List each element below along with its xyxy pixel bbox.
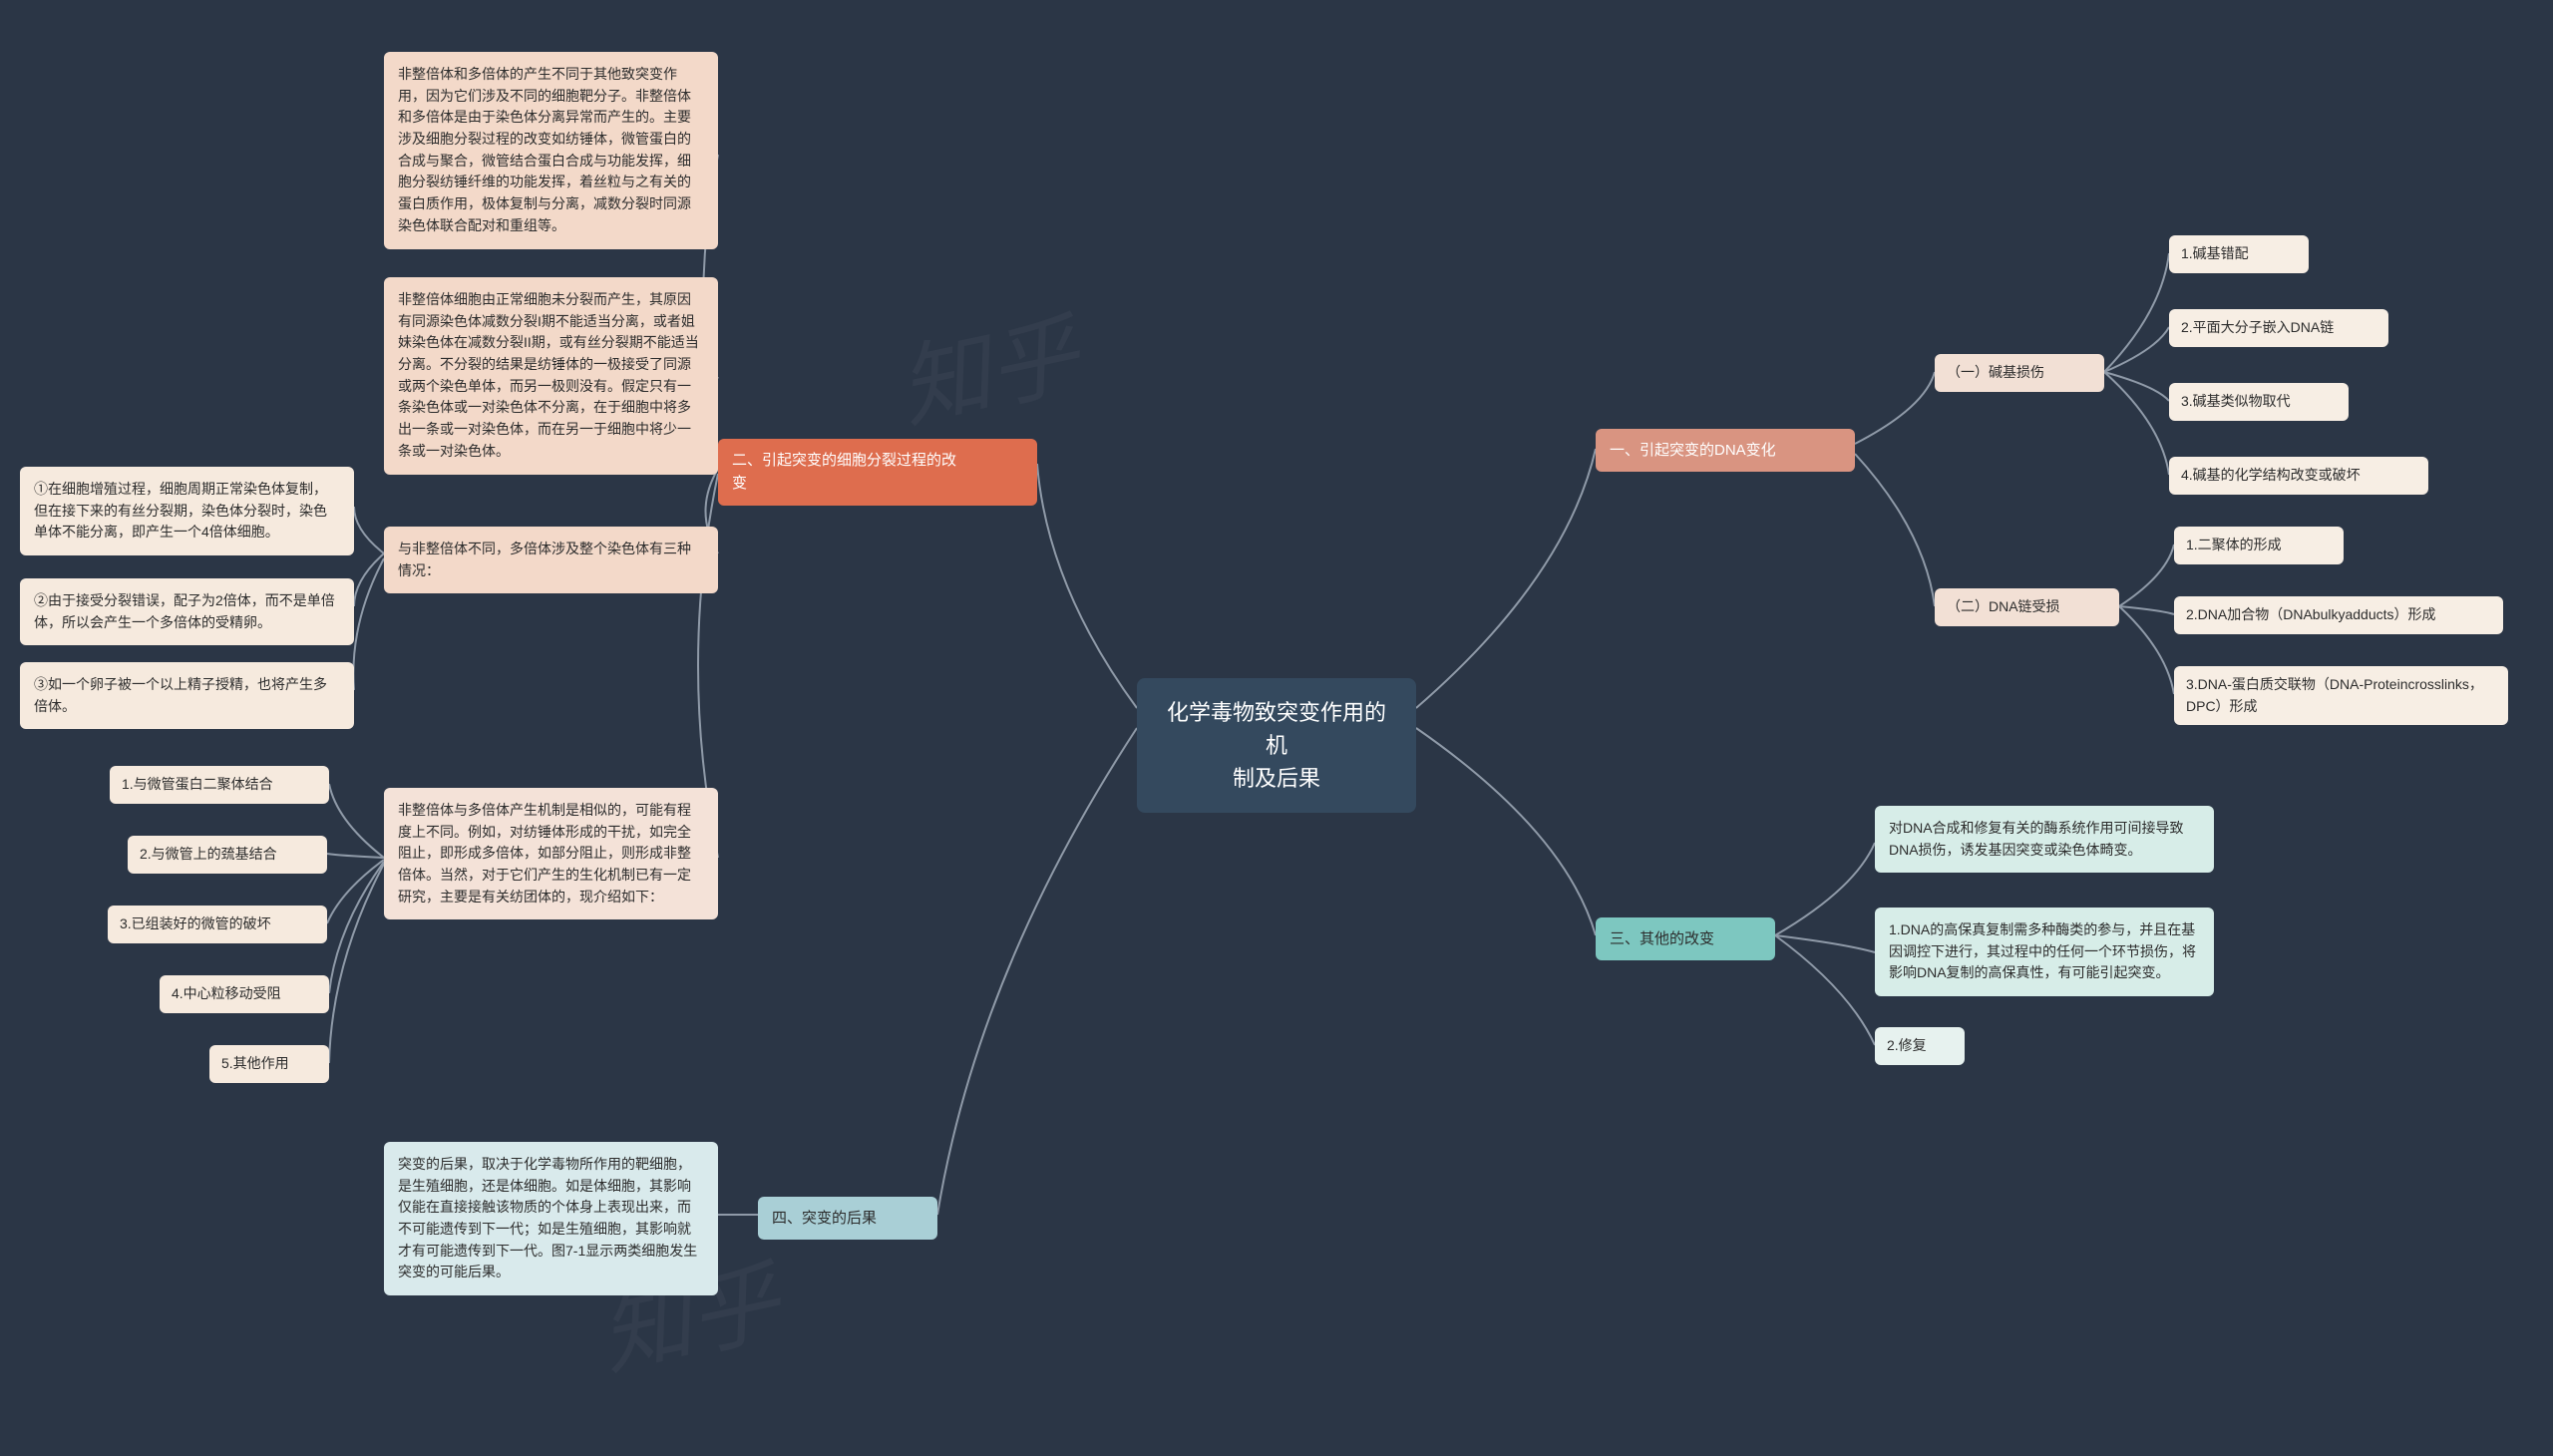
branch-1-sub-0-item-2: 3.碱基类似物取代 [2169, 383, 2349, 421]
branch-2-sub-b-item-2: ③如一个卵子被一个以上精子授精，也将产生多倍体。 [20, 662, 354, 729]
branch-3-item-1: 1.DNA的高保真复制需多种酶类的参与，并且在基因调控下进行，其过程中的任何一个… [1875, 908, 2214, 996]
branch-1-sub-0-item-1: 2.平面大分子嵌入DNA链 [2169, 309, 2388, 347]
branch-3-title: 三、其他的改变 [1596, 917, 1775, 960]
watermark: 知乎 [886, 282, 1088, 447]
branch-4-title: 四、突变的后果 [758, 1197, 937, 1240]
branch-1-sub-1-item-1: 2.DNA加合物（DNAbulkyadducts）形成 [2174, 596, 2503, 634]
branch-1-title: 一、引起突变的DNA变化 [1596, 429, 1855, 472]
branch-2-sub-b-item-1: ②由于接受分裂错误，配子为2倍体，而不是单倍体，所以会产生一个多倍体的受精卵。 [20, 578, 354, 645]
branch-2-sub-c: 非整倍体与多倍体产生机制是相似的，可能有程度上不同。例如，对纺锤体形成的干扰，如… [384, 788, 718, 919]
branch-2-sub-c-item-1: 2.与微管上的巯基结合 [128, 836, 327, 874]
branch-1-sub-0: （一）碱基损伤 [1935, 354, 2104, 392]
center-node: 化学毒物致突变作用的机 制及后果 [1137, 678, 1416, 813]
branch-1-sub-1-item-2: 3.DNA-蛋白质交联物（DNA-Proteincrosslinks，DPC）形… [2174, 666, 2508, 725]
branch-2-para-1: 非整倍体细胞由正常细胞未分裂而产生，其原因有同源染色体减数分裂I期不能适当分离，… [384, 277, 718, 475]
branch-2-sub-b-item-0: ①在细胞增殖过程，细胞周期正常染色体复制，但在接下来的有丝分裂期，染色体分裂时，… [20, 467, 354, 555]
branch-2-sub-c-item-3: 4.中心粒移动受阻 [160, 975, 329, 1013]
branch-2-title: 二、引起突变的细胞分裂过程的改 变 [718, 439, 1037, 506]
branch-1-sub-0-item-3: 4.碱基的化学结构改变或破坏 [2169, 457, 2428, 495]
branch-2-para-0: 非整倍体和多倍体的产生不同于其他致突变作用，因为它们涉及不同的细胞靶分子。非整倍… [384, 52, 718, 249]
branch-1-sub-0-item-0: 1.碱基错配 [2169, 235, 2309, 273]
branch-2-sub-c-item-0: 1.与微管蛋白二聚体结合 [110, 766, 329, 804]
branch-2-sub-c-item-4: 5.其他作用 [209, 1045, 329, 1083]
branch-1-sub-1: （二）DNA链受损 [1935, 588, 2119, 626]
branch-3-item-0: 对DNA合成和修复有关的酶系统作用可间接导致DNA损伤，诱发基因突变或染色体畸变… [1875, 806, 2214, 873]
branch-1-sub-1-item-0: 1.二聚体的形成 [2174, 527, 2344, 564]
branch-2-sub-c-item-2: 3.已组装好的微管的破坏 [108, 906, 327, 943]
branch-2-sub-b: 与非整倍体不同，多倍体涉及整个染色体有三种情况： [384, 527, 718, 593]
branch-3-item-2: 2.修复 [1875, 1027, 1965, 1065]
branch-4-para: 突变的后果，取决于化学毒物所作用的靶细胞，是生殖细胞，还是体细胞。如是体细胞，其… [384, 1142, 718, 1295]
